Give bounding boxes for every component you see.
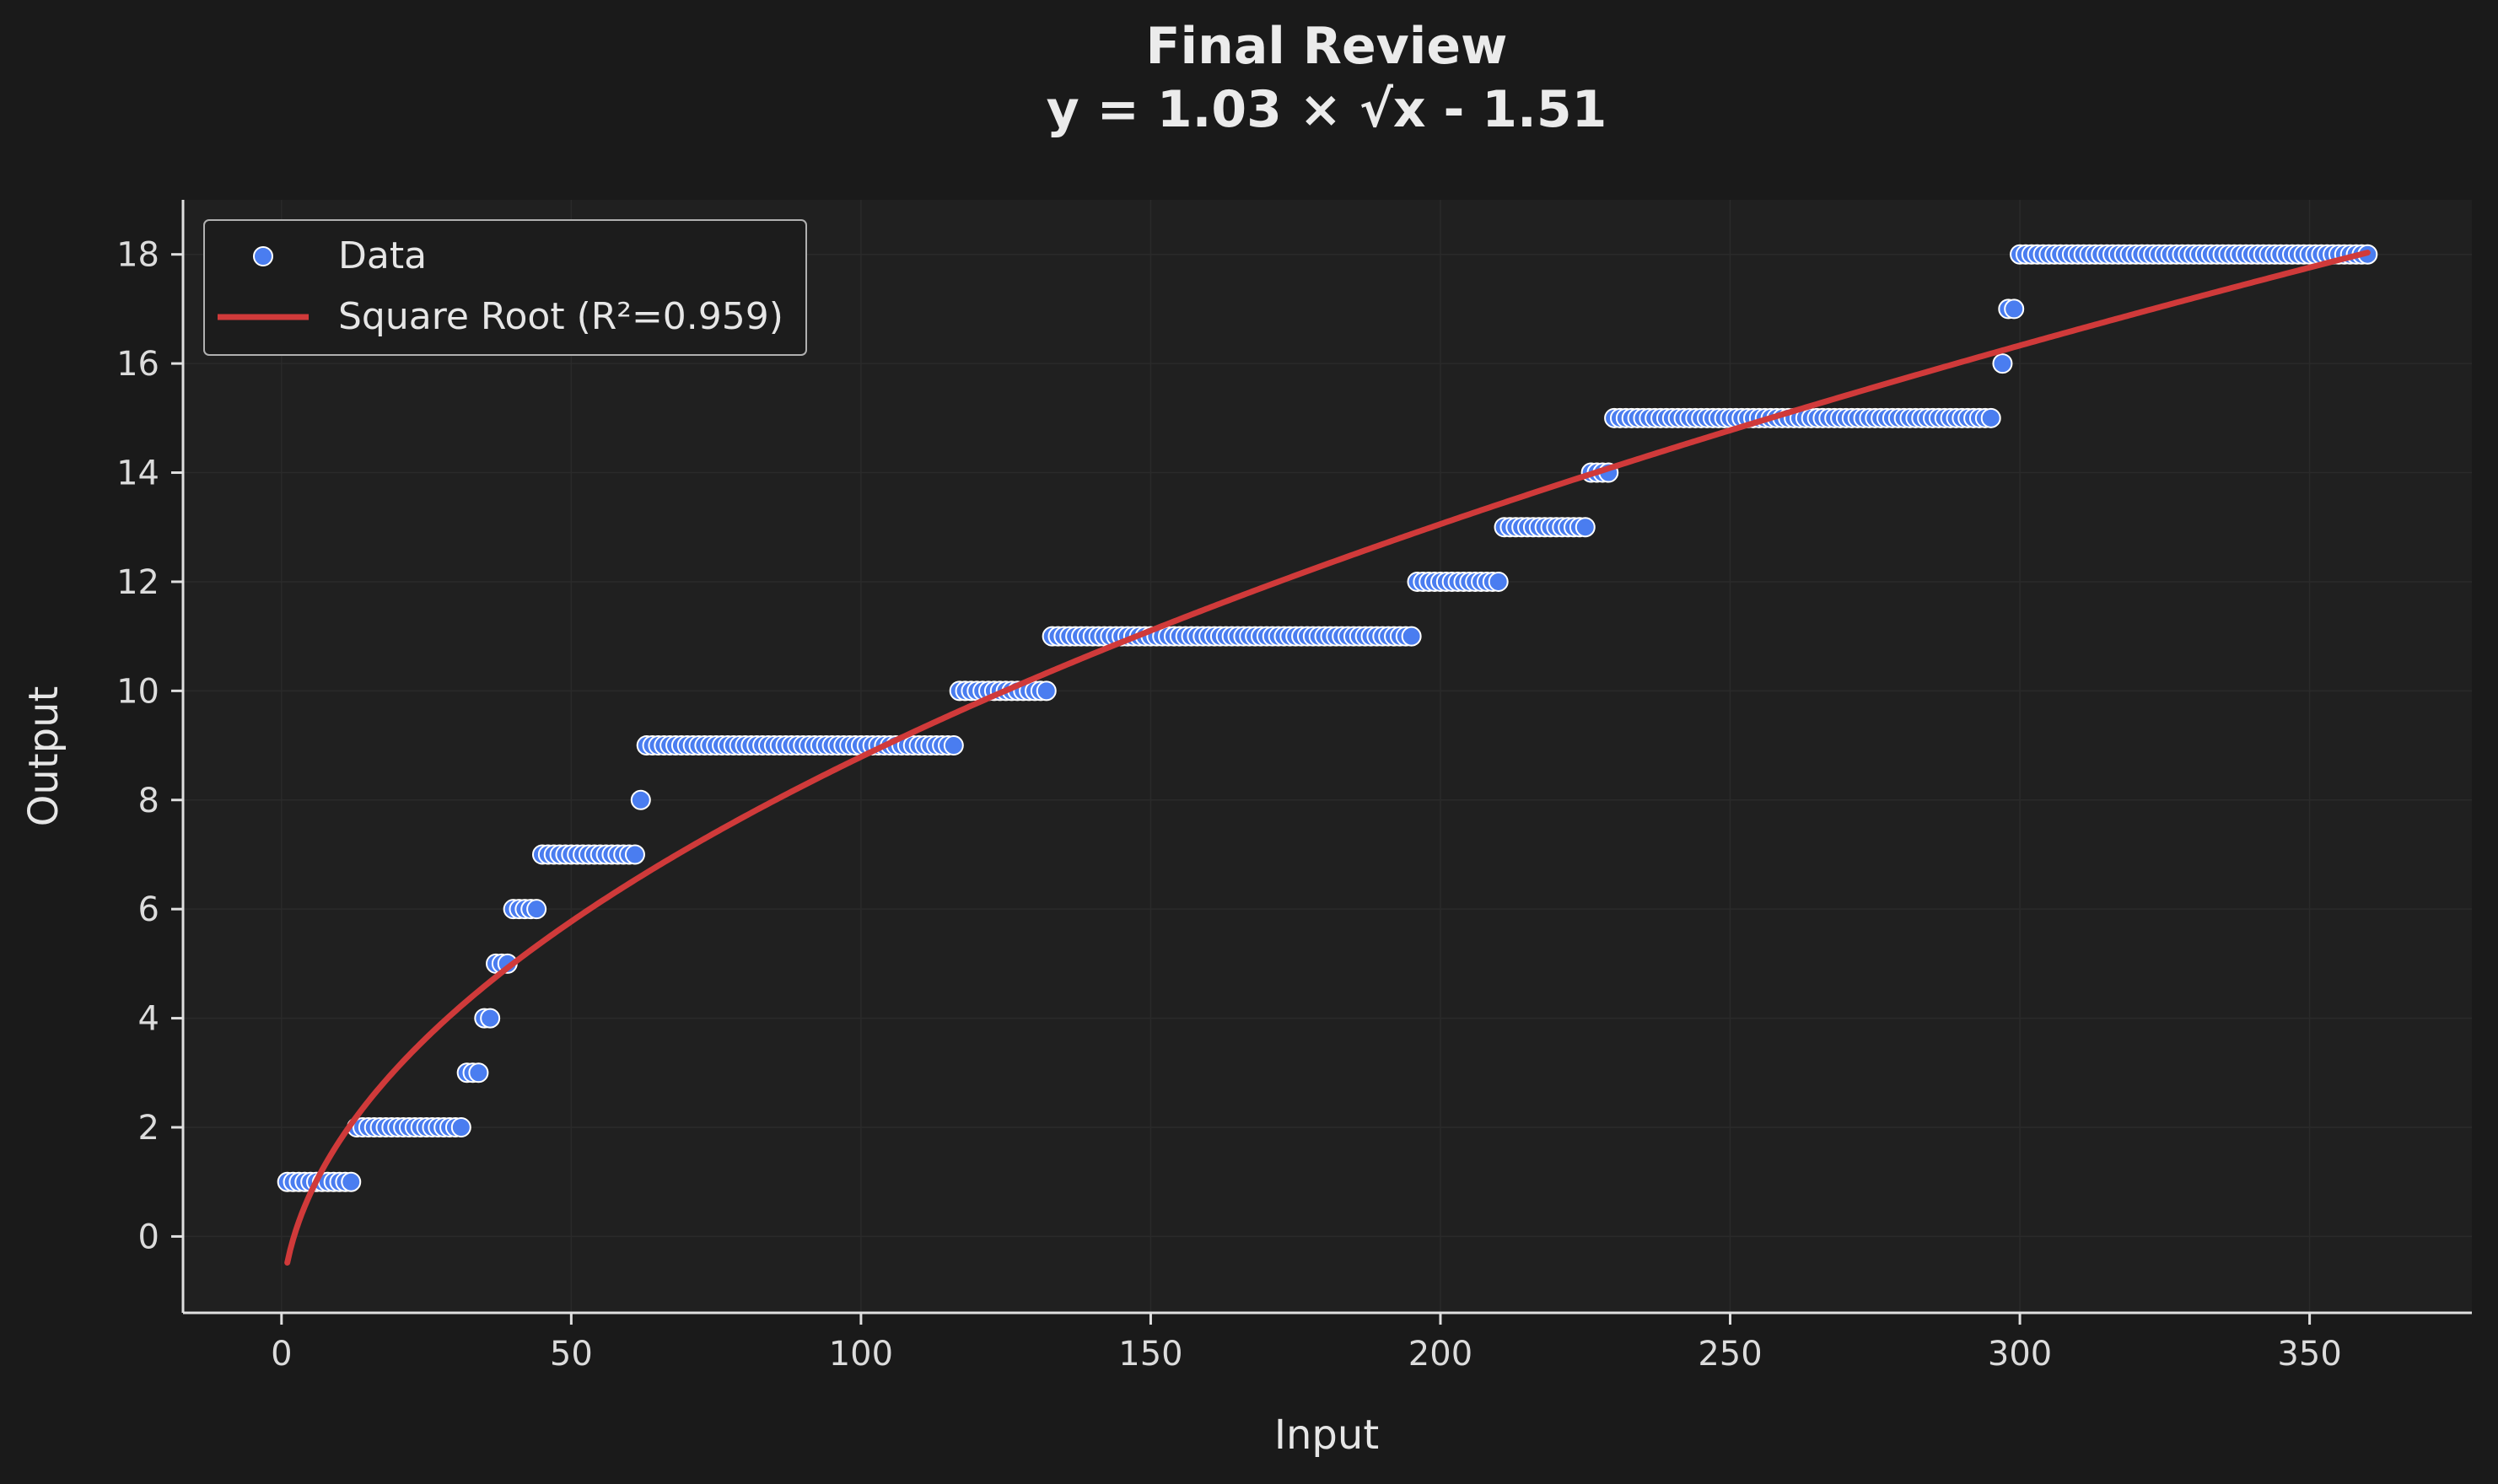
data-point xyxy=(468,1062,489,1083)
data-point xyxy=(526,899,547,920)
y-tick-label: 16 xyxy=(116,345,159,384)
data-point xyxy=(1488,571,1509,592)
data-point xyxy=(1992,353,2013,374)
data-point xyxy=(630,789,651,810)
data-point xyxy=(450,1117,471,1137)
data-point xyxy=(1401,626,1422,647)
data-point xyxy=(1036,680,1057,702)
x-tick-label: 100 xyxy=(829,1335,893,1374)
data-series xyxy=(277,244,2378,1192)
data-point xyxy=(624,844,645,865)
data-point xyxy=(1980,407,2001,428)
data-point xyxy=(943,735,964,756)
y-tick-label: 0 xyxy=(138,1218,159,1256)
grid xyxy=(183,200,2472,1313)
data-point xyxy=(1575,517,1596,538)
x-axis-ticks: 0 50 100 150 200 250 300 350 xyxy=(271,1313,2342,1374)
legend-box xyxy=(203,219,807,356)
y-axis-label: Output xyxy=(20,686,67,827)
legend-data-label: Data xyxy=(338,234,427,277)
legend-fit-label: Square Root (R²=0.959) xyxy=(338,295,783,338)
x-axis-label: Input xyxy=(1274,1411,1379,1459)
x-tick-label: 150 xyxy=(1118,1335,1182,1374)
data-point xyxy=(2004,298,2025,320)
y-tick-label: 18 xyxy=(116,236,159,275)
y-tick-label: 12 xyxy=(116,563,159,602)
x-tick-label: 300 xyxy=(1988,1335,2052,1374)
y-tick-label: 10 xyxy=(116,672,159,711)
x-tick-label: 50 xyxy=(550,1335,593,1374)
y-axis-ticks: 0 2 4 6 8 10 12 14 16 18 xyxy=(116,236,183,1256)
y-tick-label: 8 xyxy=(138,782,159,820)
y-tick-label: 4 xyxy=(138,1000,159,1039)
y-tick-label: 6 xyxy=(138,890,159,929)
x-tick-label: 200 xyxy=(1408,1335,1472,1374)
data-point xyxy=(480,1008,501,1029)
x-tick-label: 0 xyxy=(271,1335,292,1374)
chart-subtitle: y = 1.03 × √x - 1.51 xyxy=(1047,80,1607,139)
x-tick-label: 350 xyxy=(2277,1335,2341,1374)
legend: Data Square Root (R²=0.959) xyxy=(203,219,807,356)
x-tick-label: 250 xyxy=(1698,1335,1762,1374)
chart-title: Final Review xyxy=(1146,17,1508,76)
fit-line xyxy=(284,250,2371,1266)
data-point xyxy=(341,1171,362,1192)
y-tick-label: 2 xyxy=(138,1109,159,1148)
plot-area xyxy=(183,200,2472,1313)
y-tick-label: 14 xyxy=(116,454,159,493)
legend-data-marker xyxy=(253,246,273,266)
